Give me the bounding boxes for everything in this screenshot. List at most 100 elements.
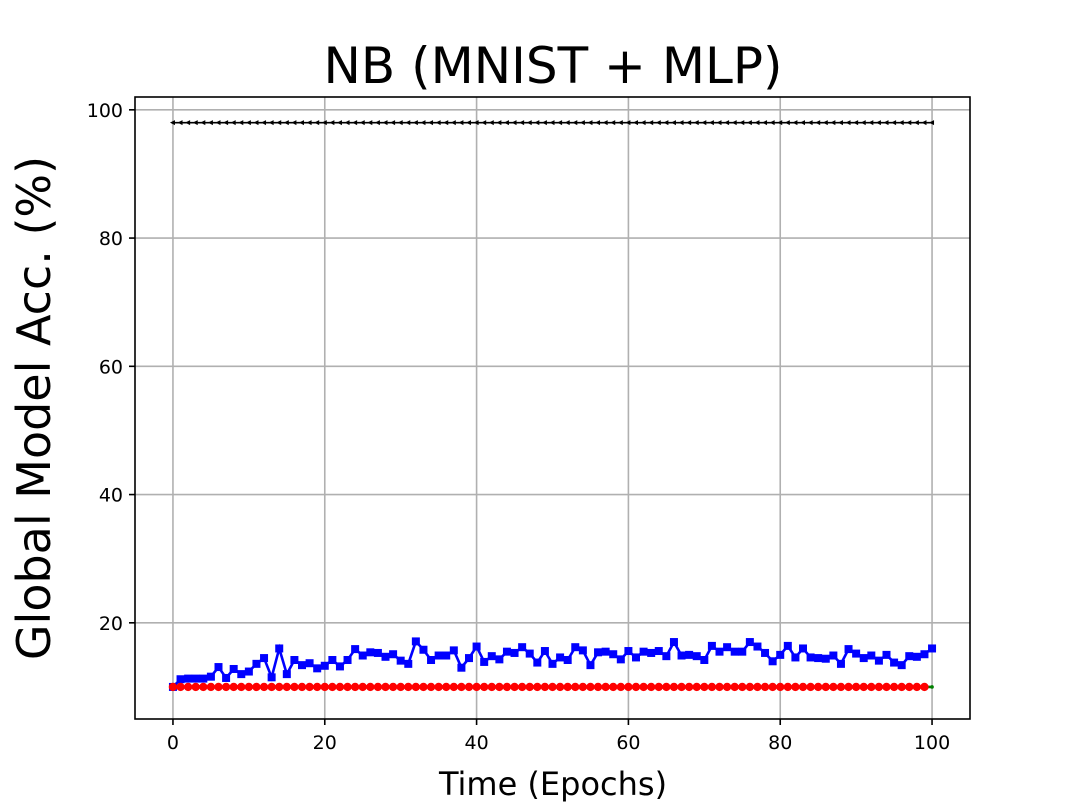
data-point xyxy=(496,120,502,126)
data-point xyxy=(299,120,304,126)
data-point xyxy=(625,120,631,126)
data-point xyxy=(435,120,441,126)
data-point xyxy=(920,682,929,692)
data-point xyxy=(176,675,185,684)
data-point xyxy=(760,682,770,692)
data-point xyxy=(654,682,663,692)
data-point xyxy=(921,120,927,126)
data-point xyxy=(526,120,532,126)
data-point xyxy=(206,682,216,692)
data-point xyxy=(282,670,291,679)
data-point xyxy=(753,642,762,651)
data-point xyxy=(912,682,922,692)
data-point xyxy=(556,653,565,662)
data-point xyxy=(282,682,292,692)
data-point xyxy=(458,120,464,126)
data-point xyxy=(655,120,661,126)
data-point xyxy=(815,120,821,126)
data-point xyxy=(663,120,669,126)
data-point xyxy=(222,673,231,682)
x-tick-label: 80 xyxy=(768,732,792,754)
data-point xyxy=(830,120,836,126)
data-point xyxy=(427,656,436,665)
data-point xyxy=(487,652,496,661)
data-point xyxy=(898,120,904,126)
data-point xyxy=(624,682,633,692)
data-point xyxy=(176,682,185,692)
data-point xyxy=(557,120,563,126)
data-point xyxy=(631,682,641,692)
data-point xyxy=(868,120,874,126)
data-point xyxy=(677,651,686,660)
data-point xyxy=(889,682,899,692)
data-point xyxy=(443,120,449,126)
data-point xyxy=(761,648,770,657)
data-point xyxy=(912,652,921,661)
data-point xyxy=(601,647,610,656)
data-point xyxy=(426,682,436,692)
data-point xyxy=(851,682,861,692)
chart-title: NB (MNIST + MLP) xyxy=(323,37,782,95)
data-point xyxy=(783,641,792,650)
data-point xyxy=(890,658,899,667)
data-point xyxy=(290,656,299,665)
series-2 xyxy=(168,682,929,692)
data-point xyxy=(601,682,610,692)
data-point xyxy=(275,682,284,692)
data-point xyxy=(267,682,276,692)
y-tick-label: 80 xyxy=(99,228,123,250)
data-point xyxy=(768,682,777,692)
data-point xyxy=(449,682,459,692)
data-point xyxy=(730,682,739,692)
data-point xyxy=(806,653,815,662)
data-point xyxy=(844,645,853,654)
data-point xyxy=(389,650,398,659)
data-point xyxy=(350,682,360,692)
data-point xyxy=(184,674,193,683)
data-point xyxy=(563,656,572,665)
data-point xyxy=(874,656,883,665)
data-point xyxy=(397,120,403,126)
data-point xyxy=(678,120,684,126)
data-point xyxy=(275,644,284,653)
data-point xyxy=(306,120,312,126)
data-point xyxy=(836,659,845,668)
data-point xyxy=(517,682,527,692)
data-point xyxy=(472,682,481,692)
data-point xyxy=(358,682,367,692)
data-point xyxy=(821,654,830,663)
data-point xyxy=(701,120,707,126)
data-point xyxy=(874,682,884,692)
data-point xyxy=(563,682,572,692)
data-point xyxy=(396,682,405,692)
x-tick-label: 20 xyxy=(313,732,337,754)
data-point xyxy=(791,682,800,692)
data-point xyxy=(610,120,616,126)
data-point xyxy=(700,656,709,665)
data-point xyxy=(633,120,638,126)
data-point xyxy=(199,674,208,683)
data-point xyxy=(822,120,828,126)
data-point xyxy=(267,673,276,682)
data-point xyxy=(328,656,337,665)
data-point xyxy=(930,685,934,689)
data-point xyxy=(343,656,352,665)
data-point xyxy=(571,643,580,652)
data-point xyxy=(800,120,805,126)
data-point xyxy=(837,120,843,126)
data-point xyxy=(457,663,466,672)
data-point xyxy=(229,682,238,692)
data-point xyxy=(312,682,322,692)
data-point xyxy=(602,120,608,126)
data-point xyxy=(177,120,183,126)
data-point xyxy=(481,120,487,126)
data-point xyxy=(442,682,451,692)
data-point xyxy=(739,120,745,126)
data-point xyxy=(707,641,716,650)
data-point xyxy=(829,682,838,692)
data-point xyxy=(510,648,519,657)
data-point xyxy=(762,120,768,126)
data-point xyxy=(261,120,267,126)
data-point xyxy=(783,682,793,692)
data-point xyxy=(813,682,823,692)
